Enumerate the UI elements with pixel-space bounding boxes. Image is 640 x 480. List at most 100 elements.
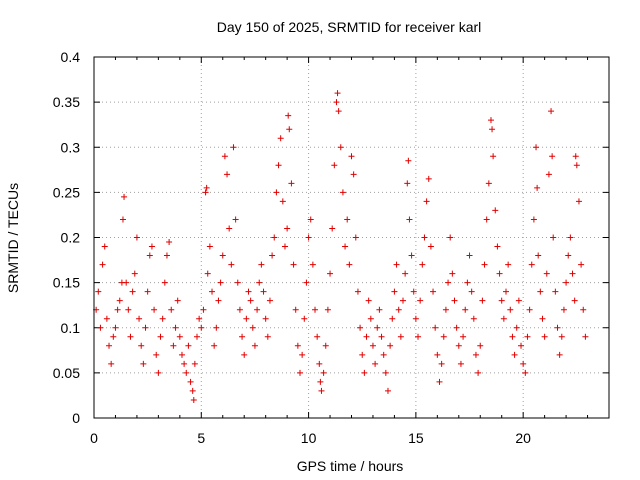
data-point: [457, 360, 464, 367]
data-point: [166, 239, 173, 246]
y-tick-label: 0.3: [61, 139, 81, 155]
x-tick-label: 15: [408, 430, 424, 446]
data-point: [352, 234, 359, 241]
data-point: [198, 324, 205, 331]
data-point: [211, 342, 218, 349]
data-point: [490, 153, 497, 160]
data-point: [526, 306, 533, 313]
data-point: [202, 189, 209, 196]
data-point: [387, 342, 394, 349]
data-point: [489, 126, 496, 133]
data-point: [357, 324, 364, 331]
y-tick-label: 0.05: [53, 365, 80, 381]
data-point: [303, 279, 310, 286]
data-point: [294, 342, 301, 349]
data-point: [288, 180, 295, 187]
data-point: [101, 243, 108, 250]
data-point: [485, 180, 492, 187]
data-point: [172, 324, 179, 331]
data-point: [290, 261, 297, 268]
data-point: [236, 306, 243, 313]
data-point: [580, 306, 587, 313]
data-point: [406, 216, 413, 223]
data-point: [518, 342, 525, 349]
data-point: [468, 288, 475, 295]
plot-frame: [93, 56, 610, 419]
data-point: [389, 315, 396, 322]
data-point: [95, 288, 102, 295]
data-point: [397, 333, 404, 340]
data-point: [254, 306, 261, 313]
data-point: [500, 315, 507, 322]
data-point: [427, 243, 434, 250]
data-point: [155, 369, 162, 376]
data-point: [106, 342, 113, 349]
data-point: [271, 234, 278, 241]
data-point: [528, 261, 535, 268]
data-point: [266, 297, 273, 304]
data-point: [402, 270, 409, 277]
axis-ticks: [93, 56, 609, 419]
data-point: [367, 315, 374, 322]
data-point: [226, 225, 233, 232]
data-point: [515, 297, 522, 304]
data-point: [228, 261, 235, 268]
data-point: [116, 297, 123, 304]
data-point: [520, 360, 527, 367]
data-point: [121, 193, 128, 200]
data-point: [281, 243, 288, 250]
data-point: [174, 297, 181, 304]
data-point: [419, 261, 426, 268]
data-point: [415, 333, 422, 340]
data-point: [183, 369, 190, 376]
data-point: [176, 333, 183, 340]
data-point: [103, 315, 110, 322]
y-tick-label: 0.25: [53, 184, 80, 200]
y-tick-label: 0.1: [61, 320, 81, 336]
data-point: [453, 324, 460, 331]
data-point: [573, 162, 580, 169]
data-point: [333, 99, 340, 106]
data-point: [133, 234, 140, 241]
data-point: [503, 288, 509, 295]
data-point: [545, 171, 552, 178]
data-point: [206, 243, 213, 250]
data-point: [114, 306, 121, 313]
data-point: [200, 306, 207, 313]
data-point: [483, 216, 490, 223]
data-point: [380, 351, 387, 358]
data-point: [334, 90, 341, 97]
data-point: [127, 333, 134, 340]
data-point: [215, 297, 222, 304]
data-point: [423, 198, 430, 205]
data-point: [543, 270, 550, 277]
data-point: [329, 225, 336, 232]
data-point: [492, 207, 499, 214]
data-point: [209, 288, 216, 295]
data-point: [541, 333, 548, 340]
data-point: [481, 261, 488, 268]
data-point: [185, 342, 192, 349]
data-point: [187, 378, 194, 385]
data-point: [320, 369, 327, 376]
data-point: [421, 234, 428, 241]
data-point: [369, 342, 376, 349]
data-point: [372, 360, 379, 367]
data-point: [157, 333, 164, 340]
data-point: [537, 288, 544, 295]
data-point: [400, 297, 406, 304]
data-point: [279, 198, 286, 205]
data-point: [582, 333, 589, 340]
data-point: [440, 333, 447, 340]
data-point: [569, 270, 576, 277]
data-point: [217, 279, 224, 286]
data-point: [312, 306, 319, 313]
data-point: [161, 279, 168, 286]
data-point: [464, 279, 471, 286]
data-point: [391, 288, 398, 295]
data-point: [494, 243, 501, 250]
data-point: [535, 252, 542, 259]
data-point: [151, 306, 158, 313]
data-point: [530, 216, 537, 223]
data-point: [99, 261, 106, 268]
